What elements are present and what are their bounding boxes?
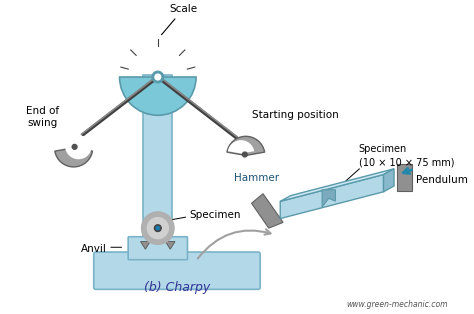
FancyBboxPatch shape xyxy=(94,252,260,289)
Text: Starting position: Starting position xyxy=(252,110,338,120)
Text: Specimen
(10 × 10 × 75 mm): Specimen (10 × 10 × 75 mm) xyxy=(359,144,454,167)
Text: Anvil: Anvil xyxy=(81,244,107,254)
Text: Pendulum: Pendulum xyxy=(416,176,468,186)
Circle shape xyxy=(147,218,168,239)
Polygon shape xyxy=(397,164,412,191)
Wedge shape xyxy=(227,136,264,155)
Text: (b) Charpy: (b) Charpy xyxy=(144,281,210,294)
FancyBboxPatch shape xyxy=(128,237,187,260)
Text: www.green-mechanic.com: www.green-mechanic.com xyxy=(346,300,447,309)
Circle shape xyxy=(156,226,160,230)
Circle shape xyxy=(142,212,174,244)
Wedge shape xyxy=(228,140,254,154)
Polygon shape xyxy=(165,241,175,249)
Polygon shape xyxy=(280,175,383,219)
Polygon shape xyxy=(252,194,283,228)
Text: Hammer: Hammer xyxy=(234,173,280,183)
Polygon shape xyxy=(322,190,336,207)
Polygon shape xyxy=(383,169,394,192)
Wedge shape xyxy=(119,77,196,115)
Circle shape xyxy=(155,225,161,231)
Text: Scale: Scale xyxy=(162,4,197,35)
Circle shape xyxy=(155,74,161,80)
Polygon shape xyxy=(141,241,150,249)
Circle shape xyxy=(72,144,77,149)
Wedge shape xyxy=(65,146,91,159)
Text: Specimen: Specimen xyxy=(190,210,241,220)
Text: End of
swing: End of swing xyxy=(27,106,60,128)
Polygon shape xyxy=(280,169,394,201)
Circle shape xyxy=(152,71,164,83)
Wedge shape xyxy=(55,148,92,167)
Bar xyxy=(144,75,172,259)
Circle shape xyxy=(242,152,247,157)
